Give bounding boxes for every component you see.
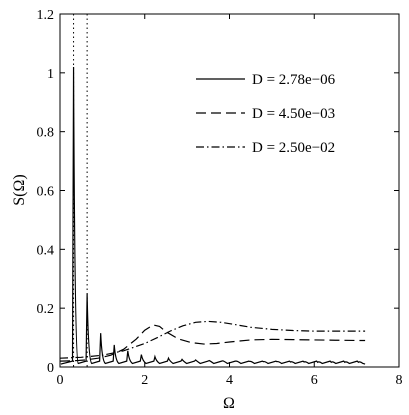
x-tick-label: 4	[226, 373, 233, 388]
x-tick-label: 0	[57, 373, 64, 388]
y-tick-label: 1.2	[37, 8, 55, 23]
legend-entry: D = 2.50e−02	[252, 140, 335, 156]
y-tick-label: 1	[47, 67, 54, 82]
y-tick-label: 0.6	[37, 185, 55, 200]
x-axis-label: Ω	[223, 395, 235, 412]
legend-entry: D = 2.78e−06	[252, 72, 336, 88]
x-tick-label: 2	[141, 373, 148, 388]
y-axis-label: S(Ω)	[11, 174, 28, 205]
series-line-d1	[60, 66, 366, 365]
y-tick-label: 0	[47, 361, 54, 376]
y-tick-label: 0.2	[37, 302, 55, 317]
legend: D = 2.78e−06 D = 4.50e−03 D = 2.50e−02	[196, 72, 336, 156]
x-tick-label: 6	[311, 373, 318, 388]
plot-frame	[59, 13, 400, 368]
y-tick-label: 0.4	[37, 243, 55, 258]
series-line-d2	[59, 324, 366, 362]
legend-entry: D = 4.50e−03	[252, 106, 335, 122]
x-tick-label: 8	[396, 373, 403, 388]
y-tick-label: 0.8	[37, 126, 55, 141]
